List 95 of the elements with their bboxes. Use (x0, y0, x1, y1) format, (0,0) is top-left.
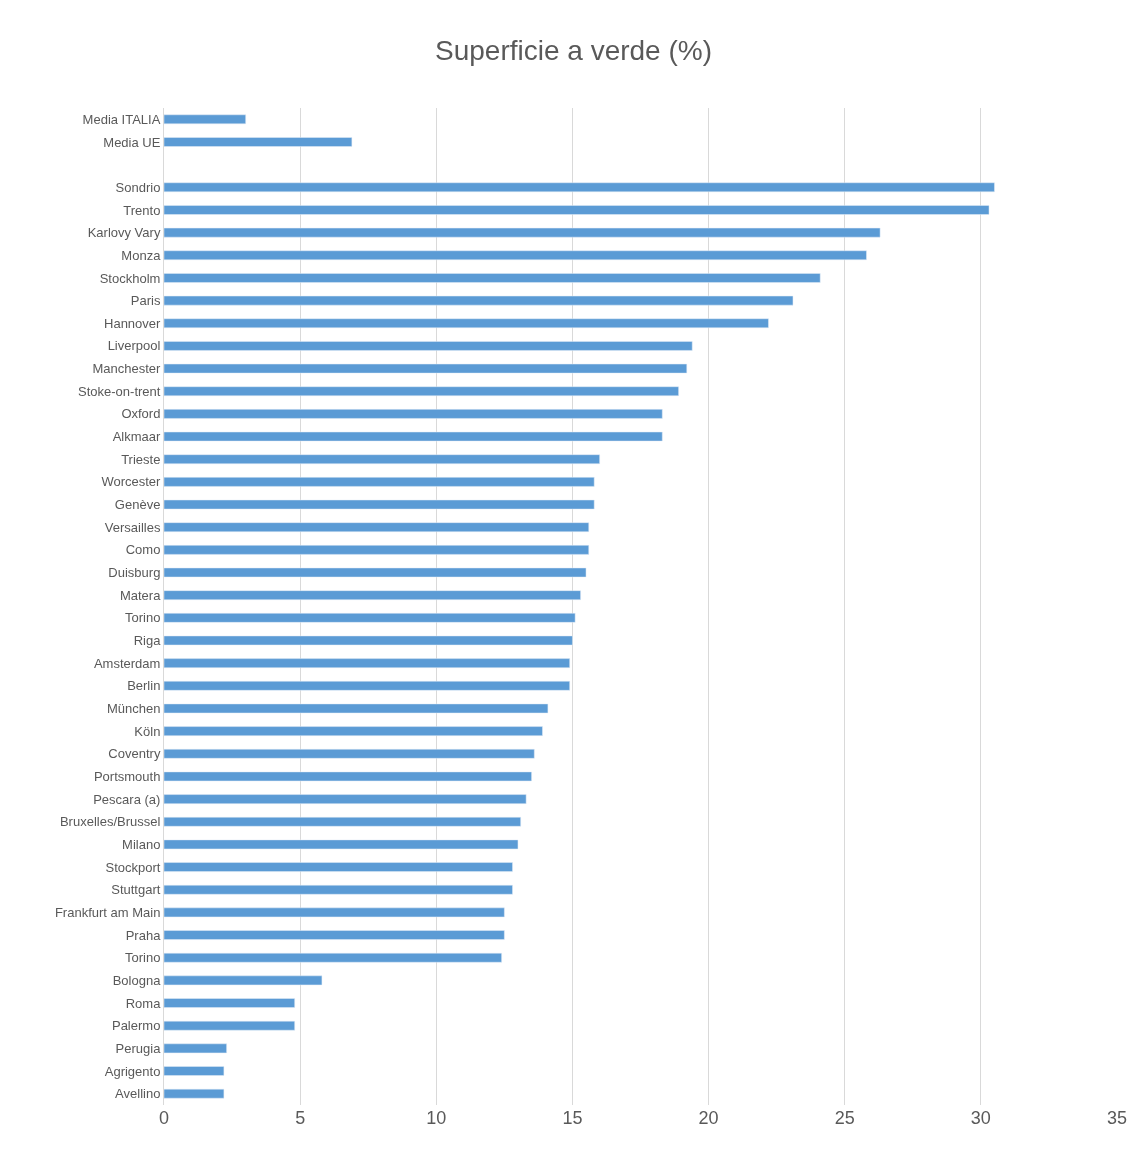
y-tick-label: Agrigento (104, 1063, 161, 1079)
y-tick-label: Duisburg (108, 565, 161, 581)
y-tick-label: Stoke-on-trent (78, 383, 161, 399)
y-tick-label: Oxford (121, 406, 161, 422)
bar (164, 839, 519, 850)
bar (164, 998, 295, 1008)
y-tick-label: Milano (122, 836, 161, 852)
y-tick-label: Versailles (104, 519, 161, 535)
y-tick-label: Worcester (101, 474, 162, 490)
bar (164, 409, 663, 419)
bar (164, 771, 532, 782)
y-tick-label: Berlin (127, 678, 161, 694)
y-tick-label: Matera (119, 587, 162, 603)
bar (164, 318, 769, 329)
bar (164, 1088, 225, 1099)
bar (164, 182, 995, 193)
bar (164, 1020, 295, 1031)
bar (164, 522, 590, 532)
bar (164, 205, 990, 215)
y-tick-label: Torino (124, 610, 161, 626)
y-tick-label: Paris (130, 293, 161, 309)
bar (164, 1066, 225, 1076)
y-tick-label: Manchester (92, 361, 162, 377)
y-tick-label: Portsmouth (93, 768, 161, 784)
bar (164, 1043, 227, 1054)
y-tick-label: Avellino (115, 1086, 161, 1102)
y-tick-label: Bologna (112, 972, 162, 988)
y-tick-label: München (106, 701, 161, 717)
bar (164, 137, 353, 147)
bar (164, 975, 323, 986)
y-tick-label: Liverpool (107, 338, 161, 354)
x-tick-label: 0 (158, 1108, 170, 1128)
y-tick-label: Stuttgart (111, 882, 161, 898)
y-tick-label: Trento (123, 202, 161, 218)
y-tick-label: Stockholm (99, 270, 161, 286)
bar (164, 952, 502, 963)
y-tick-label: Monza (121, 247, 162, 263)
bar (164, 545, 590, 555)
y-tick-label: Praha (125, 927, 162, 943)
bar (164, 726, 543, 736)
y-tick-label: Pescara (a) (93, 791, 161, 807)
y-tick-label: Perugia (115, 1040, 162, 1056)
bar (164, 613, 576, 623)
y-tick-label: Alkmaar (112, 429, 162, 445)
y-tick-label: Hannover (104, 315, 162, 331)
bar (164, 114, 246, 125)
bar (164, 477, 595, 487)
y-tick-label: Amsterdam (93, 655, 161, 671)
bar (164, 386, 679, 397)
y-tick-label: Bruxelles/Brussel (59, 814, 161, 830)
bar (164, 590, 581, 600)
bar (164, 567, 587, 578)
bar (164, 363, 688, 374)
bar (164, 431, 663, 442)
x-tick-label: 15 (562, 1108, 583, 1128)
bar (164, 658, 570, 668)
y-tick-label: Roma (125, 995, 162, 1011)
y-tick-label: Palermo (111, 1018, 161, 1034)
y-tick-label: Media ITALIA (82, 111, 161, 127)
bar (164, 930, 505, 940)
y-tick-label: Media UE (103, 134, 161, 150)
y-tick-label: Karlovy Vary (87, 225, 161, 241)
bar (164, 907, 505, 918)
y-tick-label: Como (125, 542, 161, 558)
bar (164, 816, 521, 827)
y-tick-label: Trieste (121, 451, 161, 467)
bar (164, 250, 867, 261)
bar (164, 227, 881, 238)
bar (164, 273, 821, 283)
bar (164, 635, 573, 646)
y-tick-label: Sondrio (115, 179, 161, 195)
bar (164, 499, 595, 510)
y-tick-label: Riga (133, 633, 162, 649)
bar (164, 681, 570, 691)
bar (164, 295, 794, 306)
x-tick-label: 35 (1106, 1108, 1128, 1128)
y-tick-label: Köln (134, 723, 161, 739)
y-tick-label: Torino (124, 950, 161, 966)
bar (164, 862, 513, 872)
bar (164, 454, 600, 464)
bar (164, 703, 549, 714)
y-tick-label: Coventry (108, 746, 161, 762)
bar (164, 341, 693, 351)
x-tick-label: 5 (295, 1108, 306, 1128)
x-tick-label: 20 (698, 1108, 719, 1128)
bar (164, 884, 513, 895)
y-tick-label: Frankfurt am Main (54, 904, 161, 920)
y-tick-label: Genève (114, 497, 161, 513)
bar (164, 749, 535, 759)
x-tick-label: 25 (834, 1108, 855, 1128)
bar (164, 794, 527, 804)
x-tick-label: 30 (970, 1108, 991, 1128)
x-tick-label: 10 (426, 1108, 447, 1128)
chart-title: Superficie a verde (%) (434, 35, 713, 67)
y-tick-label: Stockport (105, 859, 161, 875)
